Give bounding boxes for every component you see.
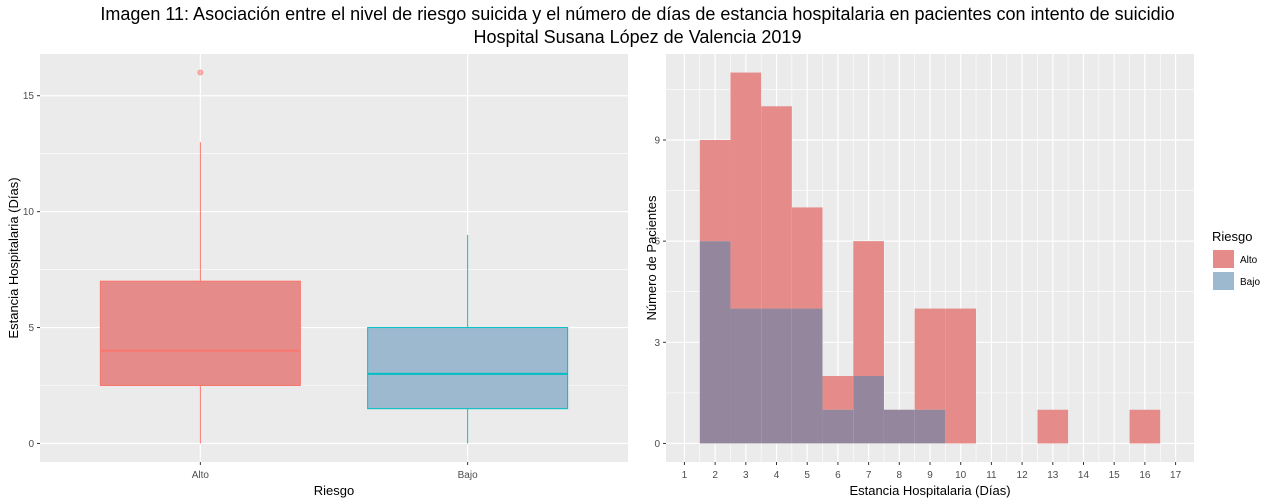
- histogram-bar-overlap: [853, 376, 884, 444]
- histogram-bar-overlap: [791, 308, 823, 444]
- right-x-tick-label: 1: [682, 470, 688, 481]
- left-y-tick-label: 15: [23, 91, 35, 102]
- right-x-tick-label: 9: [927, 470, 933, 481]
- box-outlier-point: [197, 69, 204, 76]
- right-y-tick-label: 6: [654, 237, 660, 248]
- box-alto: [99, 280, 301, 387]
- right-y-axis-title: Número de Pacientes: [644, 195, 659, 321]
- right-x-tick-label: 14: [1078, 470, 1090, 481]
- right-x-tick-label: 8: [897, 470, 903, 481]
- histogram-bar-alto: [914, 308, 946, 410]
- histogram-bar-overlap: [822, 409, 854, 444]
- histogram-bar-alto: [761, 106, 792, 309]
- right-x-tick-label: 10: [955, 470, 967, 481]
- histogram-bar-alto: [822, 376, 854, 410]
- right-y-tick-label: 3: [654, 338, 660, 349]
- left-y-tick-label: 10: [23, 207, 35, 218]
- legend-label-alto: Alto: [1240, 255, 1258, 266]
- right-y-tick-label: 9: [654, 135, 660, 146]
- chart-title-line-1: Imagen 11: Asociación entre el nivel de …: [100, 4, 1175, 24]
- right-y-tick-label: 0: [654, 439, 660, 450]
- legend-key-bajo: [1213, 272, 1234, 290]
- legend-label-bajo: Bajo: [1240, 277, 1260, 288]
- histogram-bar-alto: [730, 72, 762, 309]
- right-x-tick-label: 6: [835, 470, 841, 481]
- right-x-tick-label: 3: [743, 470, 749, 481]
- legend-title: Riesgo: [1212, 229, 1252, 244]
- left-y-tick-label: 5: [28, 323, 34, 334]
- histogram-bar-alto: [1129, 409, 1161, 444]
- right-x-tick-label: 2: [712, 470, 718, 481]
- histogram-bar-overlap: [730, 308, 762, 444]
- right-x-tick-label: 4: [774, 470, 780, 481]
- histogram-bar-overlap: [761, 308, 792, 444]
- box-bajo: [367, 327, 569, 410]
- left-y-axis-title: Estancia Hospitalaria (Días): [6, 177, 21, 338]
- right-x-tick-label: 12: [1017, 470, 1029, 481]
- right-x-tick-label: 16: [1139, 470, 1151, 481]
- left-x-tick-label: Alto: [192, 470, 210, 481]
- right-x-tick-label: 13: [1047, 470, 1059, 481]
- left-x-axis-title: Riesgo: [314, 483, 354, 498]
- right-x-axis-title: Estancia Hospitalaria (Días): [849, 483, 1010, 498]
- right-x-tick-label: 7: [866, 470, 872, 481]
- right-x-tick-label: 5: [804, 470, 810, 481]
- histogram-bar-overlap: [914, 409, 946, 444]
- histogram-bar-alto: [791, 207, 823, 309]
- histogram-bar-overlap: [883, 409, 915, 444]
- right-x-tick-label: 11: [986, 470, 997, 481]
- histogram-bar-alto: [699, 139, 731, 242]
- right-x-tick-label: 17: [1170, 470, 1182, 481]
- histogram-bar-alto: [945, 308, 977, 444]
- legend-key-alto: [1213, 250, 1234, 268]
- histogram-bar-overlap: [699, 241, 731, 444]
- left-y-tick-label: 0: [28, 439, 34, 450]
- histogram-bar-alto: [1037, 409, 1069, 444]
- histogram-bar-alto: [853, 241, 884, 377]
- left-x-tick-label: Bajo: [458, 470, 478, 481]
- chart-title-line-2: Hospital Susana López de Valencia 2019: [473, 27, 802, 47]
- right-x-tick-label: 15: [1109, 470, 1121, 481]
